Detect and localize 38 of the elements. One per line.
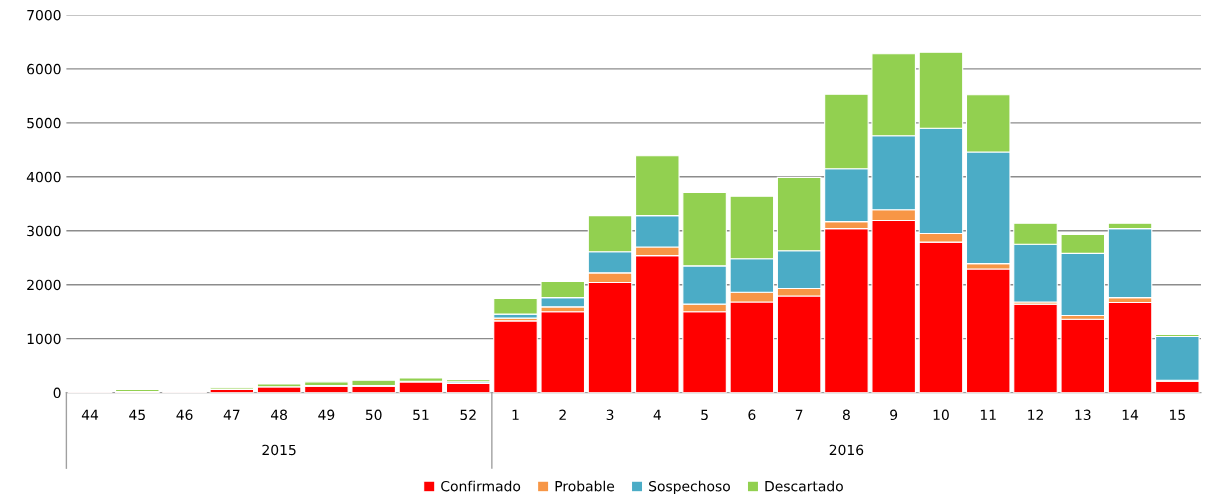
legend-label: Descartado	[765, 480, 843, 492]
x-tick-label: 7	[795, 409, 803, 420]
y-tick-label: 2000	[27, 279, 61, 291]
x-tick-label: 1	[512, 409, 519, 420]
legend-label: Probable	[555, 480, 615, 492]
x-tick-label: 12	[1028, 409, 1043, 420]
x-tick-label: 10	[933, 409, 949, 421]
y-tick-label: 3000	[27, 225, 61, 237]
x-tick-label: 9	[890, 409, 898, 421]
x-tick-label: 11	[980, 409, 996, 420]
x-tick-label: 5	[701, 409, 708, 421]
x-tick-label: 44	[81, 409, 99, 420]
x-tick-label: 15	[1170, 409, 1185, 421]
x-tick-label: 14	[1122, 409, 1139, 420]
x-tick-label: 51	[413, 409, 429, 421]
legend-label: Confirmado	[441, 480, 521, 492]
x-tick-label: 48	[270, 409, 287, 421]
x-tick-label: 45	[129, 409, 145, 421]
text: 2015	[262, 444, 296, 456]
legend-label: Sospechoso	[649, 480, 730, 495]
y-tick-label: 7000	[27, 9, 61, 21]
x-tick-label: 2	[559, 409, 566, 420]
x-tick-label: 49	[318, 409, 335, 421]
x-tick-label: 13	[1075, 409, 1091, 421]
x-tick-label: 52	[460, 409, 476, 421]
y-tick-label: 5000	[27, 117, 61, 129]
y-tick-label: 6000	[27, 63, 61, 75]
text: 2016	[829, 444, 864, 456]
x-tick-label: 8	[842, 409, 850, 421]
x-tick-label: 4	[653, 409, 661, 420]
y-tick-label: 4000	[26, 171, 61, 183]
y-tick-label: 1000	[27, 333, 61, 345]
x-tick-label: 46	[176, 409, 193, 421]
x-tick-label: 3	[606, 409, 614, 421]
x-tick-label: 50	[365, 409, 382, 421]
x-tick-label: 47	[223, 409, 240, 420]
y-tick-label: 0	[53, 387, 61, 399]
x-tick-label: 6	[748, 409, 756, 421]
